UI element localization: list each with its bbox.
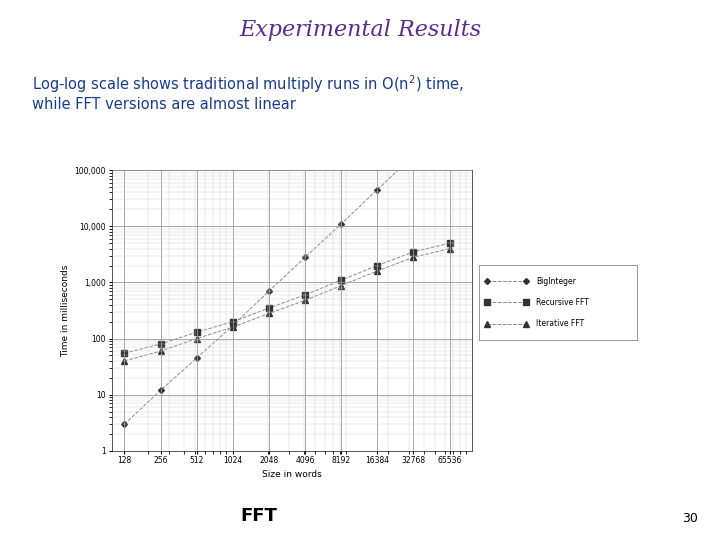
BigInteger (301, 254, 310, 260)
Iterative FFT (373, 268, 382, 274)
Iterative FFT (120, 357, 129, 364)
Iterative FFT (301, 297, 310, 303)
BigInteger (337, 221, 346, 227)
Text: Experimental Results: Experimental Results (239, 19, 481, 41)
BigInteger (445, 119, 454, 125)
Text: BigInteger: BigInteger (536, 276, 576, 286)
Text: Recursive FFT: Recursive FFT (536, 298, 589, 307)
BigInteger (228, 322, 237, 329)
BigInteger (156, 387, 165, 394)
Text: Log-log scale shows traditional multiply runs in O(n$^2$) time,: Log-log scale shows traditional multiply… (32, 73, 464, 94)
Text: FFT: FFT (240, 507, 278, 525)
Line: Iterative FFT: Iterative FFT (122, 246, 452, 364)
Recursive FFT (120, 350, 129, 356)
Recursive FFT (337, 277, 346, 284)
Recursive FFT (156, 341, 165, 347)
X-axis label: Size in words: Size in words (262, 470, 321, 478)
BigInteger (265, 288, 274, 294)
Iterative FFT (228, 324, 237, 330)
Recursive FFT (192, 329, 201, 335)
Iterative FFT (265, 310, 274, 316)
Recursive FFT (409, 248, 418, 255)
Iterative FFT (409, 254, 418, 260)
Line: Recursive FFT: Recursive FFT (122, 240, 452, 356)
BigInteger (373, 186, 382, 193)
Iterative FFT (337, 282, 346, 289)
Text: 30: 30 (683, 512, 698, 525)
Text: while FFT versions are almost linear: while FFT versions are almost linear (32, 97, 296, 112)
BigInteger (192, 355, 201, 361)
Recursive FFT (228, 319, 237, 325)
Recursive FFT (301, 292, 310, 298)
Line: BigInteger: BigInteger (122, 120, 451, 426)
Text: Iterative FFT: Iterative FFT (536, 319, 584, 328)
Iterative FFT (156, 348, 165, 354)
Recursive FFT (265, 305, 274, 311)
BigInteger (120, 421, 129, 427)
BigInteger (409, 152, 418, 159)
Iterative FFT (192, 335, 201, 342)
Recursive FFT (445, 240, 454, 246)
Recursive FFT (373, 262, 382, 269)
Y-axis label: Time in milliseconds: Time in milliseconds (61, 264, 71, 357)
Iterative FFT (445, 245, 454, 252)
